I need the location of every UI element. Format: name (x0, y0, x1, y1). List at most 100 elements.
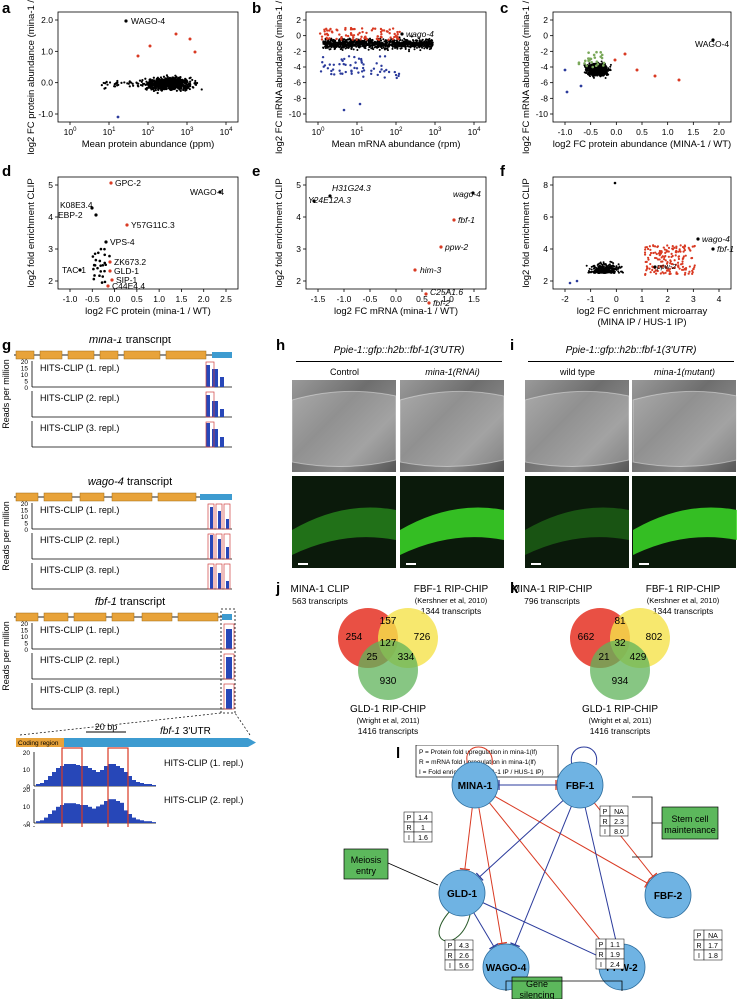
zoom-line (19, 712, 222, 736)
data-point (683, 267, 686, 270)
data-point (116, 79, 119, 83)
data-point (375, 62, 378, 65)
data-point (587, 69, 590, 72)
set-a-title: MINA-1 RIP-CHIP (512, 584, 593, 595)
data-point (352, 48, 355, 51)
data-point (320, 38, 324, 41)
exon-box (73, 612, 107, 622)
data-point (106, 83, 109, 86)
data-point (194, 79, 197, 83)
data-point (154, 83, 157, 86)
data-point (381, 44, 384, 47)
data-point (141, 82, 145, 86)
mbs-box (223, 683, 235, 710)
data-point (368, 45, 371, 48)
data-point (590, 63, 593, 66)
data-point (360, 61, 364, 64)
data-point (592, 53, 596, 57)
data-point (426, 45, 429, 48)
zoom-bar (128, 776, 132, 786)
data-point (167, 84, 171, 88)
data-point (588, 64, 591, 67)
self-loop (466, 746, 493, 766)
data-point (402, 42, 405, 45)
mbs-box (205, 421, 215, 448)
data-point (565, 90, 569, 94)
data-point (682, 255, 685, 258)
data-point (645, 265, 648, 268)
data-point (94, 258, 98, 262)
data-point (393, 35, 396, 39)
data-point (666, 244, 669, 247)
data-point (355, 67, 359, 70)
data-point (428, 37, 431, 40)
read-peak (226, 581, 229, 589)
data-point (644, 272, 647, 276)
data-point (399, 43, 402, 46)
data-point (387, 38, 390, 41)
panel-label-d: d (2, 163, 12, 180)
data-point (413, 48, 416, 51)
data-point (90, 206, 94, 210)
data-point (385, 43, 388, 46)
panel-i-title-line (528, 361, 734, 362)
data-point (376, 73, 379, 77)
data-point (388, 41, 391, 44)
data-point (368, 37, 371, 40)
panel-label-a: a (2, 0, 11, 17)
data-point (176, 82, 179, 86)
data-point (169, 80, 172, 83)
data-point (183, 87, 186, 90)
track-tick: 5 (24, 379, 28, 386)
ppw2-table-key: I (600, 962, 602, 969)
data-point (344, 34, 348, 37)
zoom-tick: 20 (23, 750, 31, 757)
data-point (669, 259, 672, 262)
data-point (421, 43, 424, 46)
data-point (678, 267, 681, 270)
gene-node-label: FBF-1 (566, 781, 595, 792)
panel-label-f: f (500, 163, 505, 180)
reads-per-million-label: Reads per million (1, 501, 11, 571)
data-point (330, 37, 333, 40)
fbf2-table-key: R (696, 943, 701, 950)
data-point (693, 266, 696, 269)
set-a-count: 563 transcripts (292, 596, 348, 606)
data-point (585, 68, 588, 71)
data-point (312, 199, 316, 203)
data-point (579, 84, 583, 88)
set-b-ref: (Kershner et al, 2010) (647, 596, 720, 605)
data-point (688, 248, 691, 251)
data-point (595, 69, 598, 72)
data-point (103, 253, 107, 257)
ppw2-table-key: P (599, 942, 604, 949)
legend-line: P = Protein fold upregulation in mina-1(… (419, 749, 537, 756)
data-point (326, 67, 330, 70)
data-point (613, 181, 617, 185)
data-point (380, 36, 383, 39)
data-point (681, 257, 684, 261)
x-tick-label: -1.0 (63, 294, 78, 304)
data-point (592, 74, 595, 77)
data-point (347, 55, 351, 58)
data-point (344, 26, 347, 30)
data-point (595, 270, 598, 273)
y-tick-label: 0 (543, 31, 548, 41)
data-point (653, 265, 657, 269)
data-point (94, 213, 98, 217)
set-b-ref: (Kershner et al, 2010) (415, 596, 488, 605)
data-point (169, 88, 172, 92)
data-point (428, 40, 431, 43)
set-c-ref: (Wright et al, 2011) (356, 716, 420, 725)
data-point (592, 70, 595, 73)
x-tick-label: 103 (181, 127, 194, 137)
zoom-bar (76, 804, 80, 823)
data-point (380, 39, 383, 42)
zoom-bar (64, 764, 68, 786)
track-tick: 15 (21, 366, 29, 373)
exon-box (43, 492, 73, 502)
data-point (347, 46, 350, 49)
data-point (606, 73, 609, 76)
track-tick: 5 (24, 521, 28, 528)
data-point (711, 38, 715, 42)
